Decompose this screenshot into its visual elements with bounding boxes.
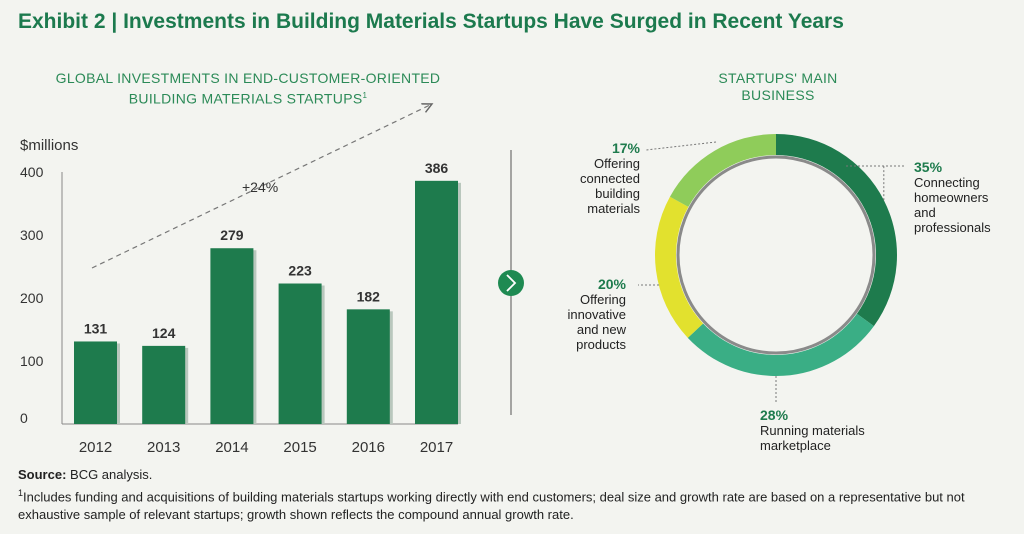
x-tick-label: 2014 — [215, 439, 248, 456]
x-tick-label: 2012 — [79, 439, 112, 456]
slice-label-line: materials — [587, 201, 640, 216]
x-tick-label: 2017 — [420, 439, 453, 456]
donut-chart-subtitle: STARTUPS' MAIN BUSINESS — [678, 70, 878, 104]
bar-value-label: 223 — [288, 263, 312, 279]
slice-label-line: homeowners — [914, 190, 989, 205]
bar-subtitle-line1: GLOBAL INVESTMENTS IN END-CUSTOMER-ORIEN… — [55, 70, 441, 86]
slice-label-line: connected — [580, 171, 640, 186]
bar-2017 — [415, 180, 458, 424]
growth-annotation: +24% — [242, 179, 278, 195]
donut-slice — [687, 313, 874, 376]
footnote-sup: 1 — [18, 488, 24, 498]
footnote: 1Includes funding and acquisitions of bu… — [18, 484, 1008, 524]
bar-subtitle-line2: BUILDING MATERIALS STARTUPS — [128, 90, 363, 107]
source-line: Source: BCG analysis. — [18, 466, 1008, 484]
y-unit-label: $millions — [20, 137, 78, 154]
bar-2015 — [278, 283, 322, 424]
source-label: Source: — [18, 467, 67, 482]
footer: Source: BCG analysis. 1Includes funding … — [18, 466, 1008, 524]
slice-label-line: innovative — [567, 307, 626, 322]
slice-label-line: Connecting — [914, 175, 980, 190]
slice-percent-label: 28% — [760, 407, 789, 423]
donut-slice — [669, 134, 776, 207]
donut-inner-ring — [676, 155, 876, 355]
slice-label-line: products — [576, 337, 626, 352]
y-tick-label: 400 — [20, 164, 44, 180]
slice-label-line: Offering — [580, 292, 626, 307]
slice-label-line: Running materials — [760, 423, 865, 438]
bar-value-label: 386 — [425, 160, 449, 176]
donut-subtitle-line1: STARTUPS' MAIN — [718, 70, 838, 86]
x-tick-label: 2015 — [283, 439, 316, 456]
donut-subtitle-line2: BUSINESS — [741, 87, 815, 103]
bar-value-label: 131 — [84, 320, 108, 336]
bar-value-label: 124 — [152, 325, 176, 341]
slice-label-line: and new — [577, 322, 627, 337]
title-text: Investments in Building Materials Startu… — [123, 10, 844, 33]
x-tick-label: 2016 — [352, 439, 385, 456]
y-tick-label: 0 — [20, 410, 28, 426]
donut-slice — [655, 196, 704, 338]
bar-2016 — [346, 309, 390, 424]
exhibit-number: Exhibit 2 — [18, 10, 106, 33]
bar-value-label: 182 — [357, 288, 381, 304]
slice-percent-label: 20% — [598, 276, 627, 292]
next-arrow-button[interactable] — [498, 270, 524, 296]
next-arrow-circle[interactable] — [498, 270, 524, 296]
y-tick-label: 200 — [20, 290, 44, 306]
donut-slice — [776, 134, 897, 327]
y-tick-label: 100 — [20, 353, 44, 369]
bar-2012 — [74, 341, 117, 424]
x-tick-label: 2013 — [147, 439, 180, 456]
exhibit-title: Exhibit 2 | Investments in Building Mate… — [18, 10, 844, 34]
slice-percent-label: 35% — [914, 159, 943, 175]
bar-2014 — [210, 248, 254, 424]
slice-label-line: marketplace — [760, 438, 831, 453]
title-separator: | — [105, 10, 124, 33]
y-tick-label: 300 — [20, 227, 44, 243]
slice-label-line: Offering — [594, 156, 640, 171]
footnote-text: Includes funding and acquisitions of bui… — [18, 489, 965, 523]
source-text: BCG analysis. — [66, 467, 153, 482]
slice-label-line: professionals — [914, 220, 991, 235]
leader-line — [645, 141, 717, 151]
slice-percent-label: 17% — [612, 140, 641, 156]
chevron-right-icon[interactable] — [506, 274, 517, 292]
bar-value-label: 279 — [220, 227, 244, 243]
bar-subtitle-sup: 1 — [362, 91, 368, 100]
slice-label-line: building — [595, 186, 640, 201]
slice-label-line: and — [914, 205, 936, 220]
bar-chart-subtitle: GLOBAL INVESTMENTS IN END-CUSTOMER-ORIEN… — [28, 70, 468, 108]
bar-2013 — [142, 345, 186, 424]
